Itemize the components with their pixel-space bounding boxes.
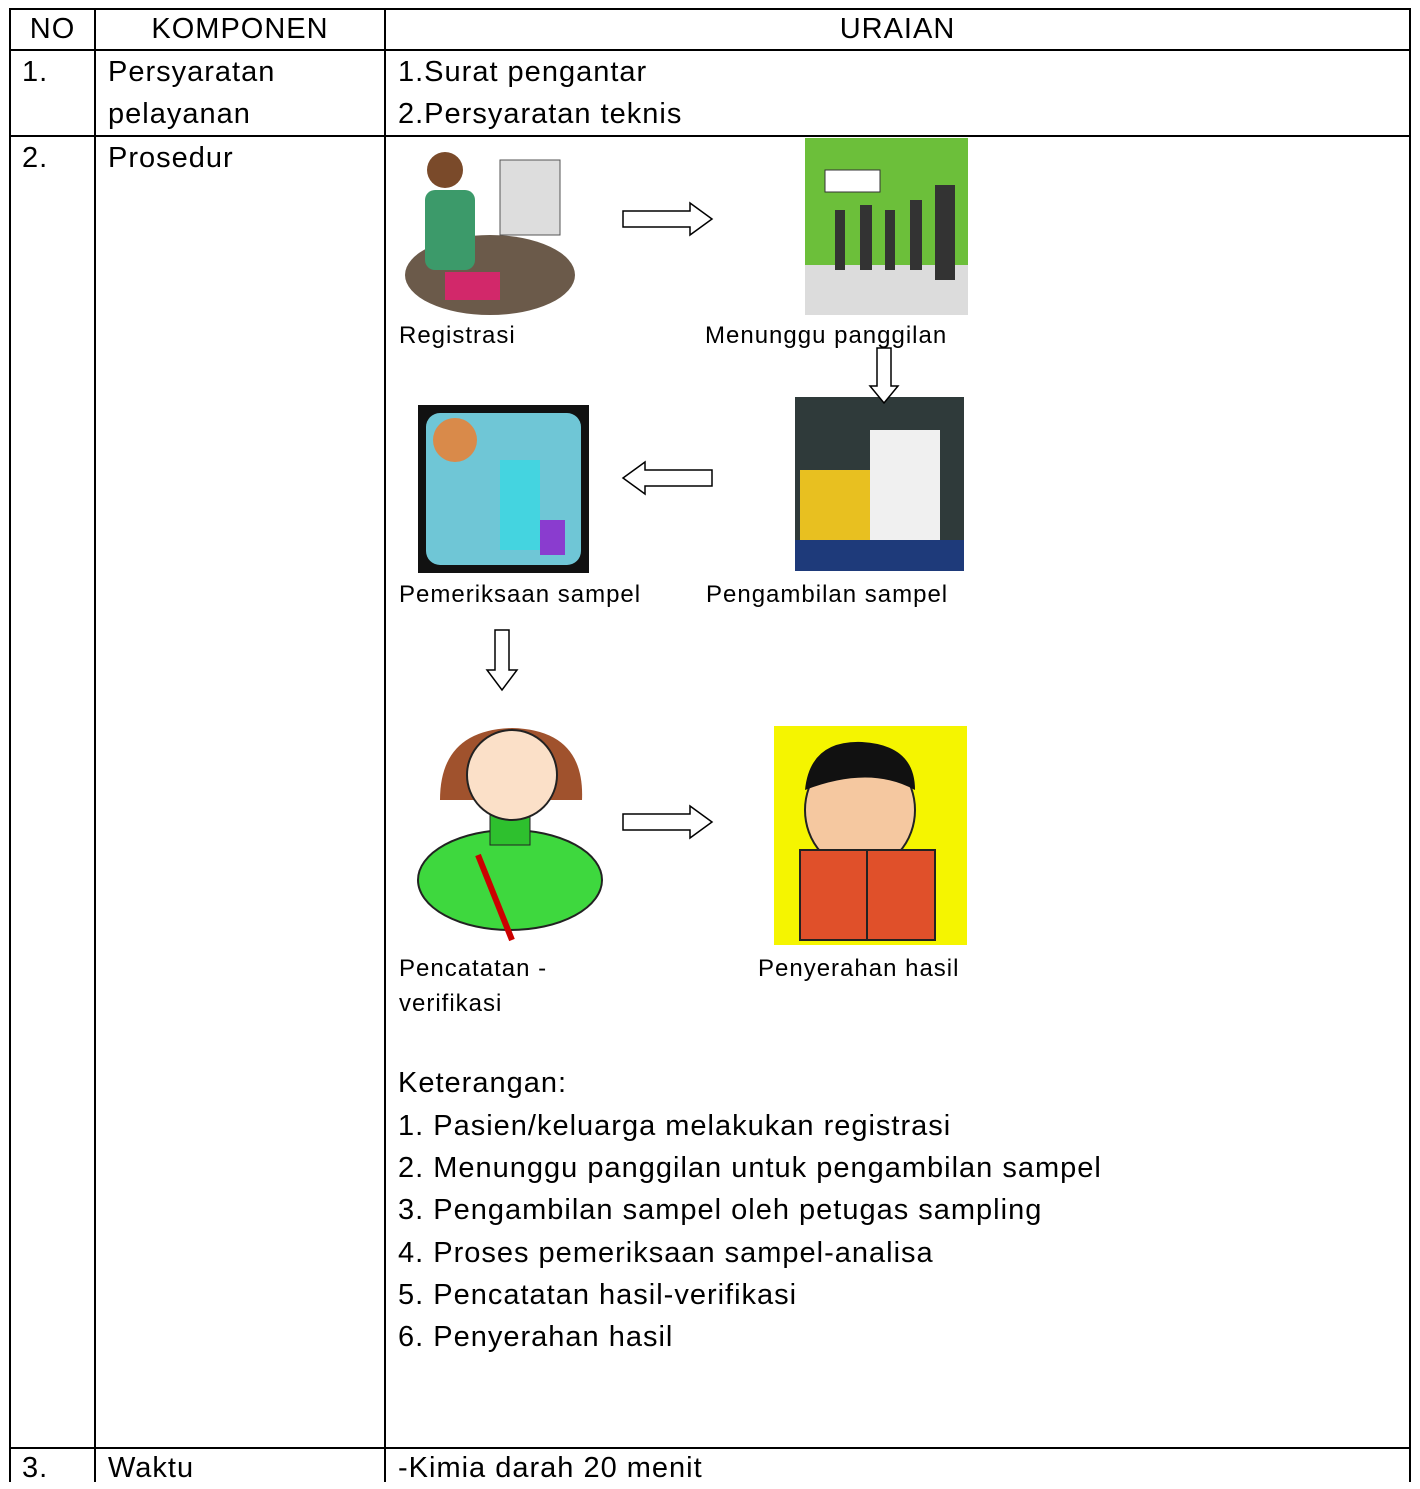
note: 2. Menunggu panggilan untuk pengambilan …: [398, 1152, 1102, 1184]
component: Persyaratan pelayanan: [108, 56, 276, 130]
note: 3. Pengambilan sampel oleh petugas sampl…: [398, 1194, 1043, 1226]
detail: 2.Persyaratan teknis: [398, 98, 683, 130]
step-caption: Pencatatan - verifikasi: [399, 955, 548, 1017]
notes-title: Keterangan:: [398, 1067, 568, 1099]
step-caption: Pemeriksaan sampel: [399, 581, 642, 608]
row-number: 2.: [22, 142, 49, 174]
note: 4. Proses pemeriksaan sampel-analisa: [398, 1237, 934, 1269]
table-borders: [9, 8, 1411, 1482]
img-registrasi: [405, 152, 575, 315]
component: Prosedur: [108, 142, 234, 174]
note: 6. Penyerahan hasil: [398, 1321, 674, 1353]
flow-arrows: [485, 201, 900, 840]
img-penyerahan: [774, 726, 967, 945]
header-cell: URAIAN: [839, 13, 956, 45]
step-caption: Registrasi: [399, 322, 516, 349]
header-cell: NO: [29, 13, 76, 45]
detail: -Kimia darah 20 menit: [398, 1452, 703, 1484]
step-caption: Menunggu panggilan: [705, 322, 948, 349]
note: 1. Pasien/keluarga melakukan registrasi: [398, 1110, 952, 1142]
img-pengambilan: [795, 397, 964, 571]
row-number: 3.: [22, 1452, 49, 1484]
component: Waktu: [108, 1452, 195, 1484]
img-pencatatan: [417, 728, 603, 942]
detail: 1.Surat pengantar: [398, 56, 648, 88]
img-pemeriksaan: [418, 405, 589, 573]
img-menunggu: [805, 138, 968, 315]
step-caption: Penyerahan hasil: [758, 955, 960, 982]
row-number: 1.: [22, 56, 49, 88]
header-cell: KOMPONEN: [151, 13, 329, 45]
note: 5. Pencatatan hasil-verifikasi: [398, 1279, 798, 1311]
step-caption: Pengambilan sampel: [706, 581, 949, 608]
